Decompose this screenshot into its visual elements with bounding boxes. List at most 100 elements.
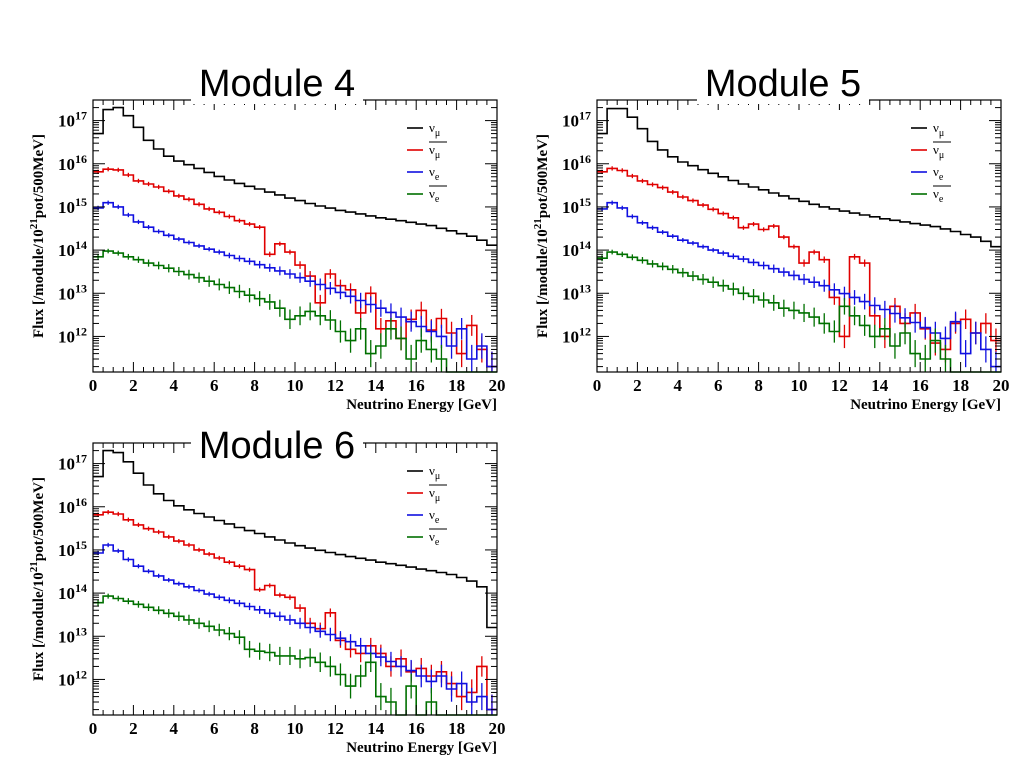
- x-tick-label: 14: [367, 376, 385, 395]
- x-tick-label: 0: [593, 376, 602, 395]
- x-tick-label: 2: [633, 376, 642, 395]
- series-0: [597, 107, 1001, 248]
- legend-label: νe: [429, 529, 440, 548]
- chart-title: Module 5: [705, 63, 861, 105]
- y-tick-label: 1013: [58, 624, 87, 646]
- legend-label: νμ: [933, 120, 944, 139]
- x-tick-label: 2: [129, 719, 138, 738]
- x-tick-label: 16: [408, 376, 425, 395]
- chart-title: Module 6: [199, 425, 355, 467]
- legend-entry: νμ: [407, 463, 440, 482]
- legend-label: νe: [429, 164, 440, 183]
- series-3: [597, 249, 1001, 373]
- x-axis-title: Neutrino Energy [GeV]: [346, 397, 497, 413]
- series-line: [93, 449, 497, 629]
- series-line: [597, 251, 1001, 373]
- title-backing: [697, 60, 869, 104]
- x-tick-label: 2: [129, 376, 138, 395]
- legend-label: νμ: [933, 142, 944, 161]
- y-tick-label: 1017: [58, 452, 87, 474]
- x-tick-label: 20: [993, 376, 1010, 395]
- series-line: [93, 511, 497, 711]
- x-tick-label: 16: [912, 376, 929, 395]
- legend-label: νμ: [429, 142, 440, 161]
- series-line: [93, 595, 497, 716]
- legend-entry: νμ: [407, 120, 440, 139]
- x-tick-label: 20: [489, 376, 506, 395]
- title-backing: [191, 422, 363, 466]
- x-tick-label: 10: [791, 376, 808, 395]
- y-tick-label: 1017: [562, 109, 591, 131]
- series-2: [93, 542, 497, 715]
- x-tick-label: 16: [408, 719, 425, 738]
- x-tick-label: 10: [287, 719, 304, 738]
- legend-entry: νμ: [911, 120, 944, 139]
- y-tick-label: 1015: [562, 195, 591, 217]
- legend-entry: νe: [407, 164, 440, 183]
- y-tick-label: 1014: [58, 581, 87, 603]
- series-line: [93, 201, 497, 368]
- series-0: [93, 106, 497, 246]
- x-tick-label: 14: [871, 376, 889, 395]
- legend-entry: νe: [407, 185, 447, 205]
- legend-entry: νμ: [407, 141, 447, 161]
- y-tick-label: 1016: [562, 152, 591, 174]
- chart-title: Module 4: [199, 63, 355, 105]
- x-tick-label: 4: [170, 376, 179, 395]
- legend-entry: νe: [911, 164, 944, 183]
- x-axis-title: Neutrino Energy [GeV]: [850, 397, 1001, 413]
- x-axis-title: Neutrino Energy [GeV]: [346, 740, 497, 756]
- x-tick-label: 6: [714, 376, 723, 395]
- legend-label: νμ: [429, 463, 440, 482]
- chart-panel-6: 0 2 4 6 8 10 12 14 16 18 2010121013101410151016101…: [28, 422, 506, 756]
- y-tick-label: 1015: [58, 538, 87, 560]
- y-tick-label: 1013: [562, 281, 591, 303]
- series-line: [93, 250, 497, 373]
- x-tick-label: 14: [367, 719, 385, 738]
- y-tick-label: 1013: [58, 281, 87, 303]
- series-line: [93, 106, 497, 246]
- x-tick-label: 12: [327, 719, 344, 738]
- series-3: [93, 593, 497, 716]
- y-tick-label: 1014: [58, 238, 87, 260]
- y-tick-label: 1016: [58, 152, 87, 174]
- x-tick-label: 6: [210, 719, 219, 738]
- legend-label: νe: [933, 164, 944, 183]
- x-tick-label: 10: [287, 376, 304, 395]
- series-line: [597, 107, 1001, 248]
- chart-panel-5: 0 2 4 6 8 10 12 14 16 18 2010121013101410151016101…: [532, 60, 1010, 413]
- y-axis-title: Flux [/module/1021pot/500MeV]: [532, 134, 551, 338]
- y-tick-label: 1012: [58, 667, 87, 689]
- chart-panel-4: 0 2 4 6 8 10 12 14 16 18 2010121013101410151016101…: [28, 60, 506, 413]
- series-line: [597, 201, 1001, 368]
- legend-label: νμ: [429, 120, 440, 139]
- x-tick-label: 20: [489, 719, 506, 738]
- y-tick-label: 1016: [58, 495, 87, 517]
- legend-entry: νe: [407, 528, 447, 548]
- series-0: [93, 449, 497, 629]
- x-tick-label: 8: [250, 376, 259, 395]
- y-tick-label: 1012: [58, 324, 87, 346]
- x-tick-label: 6: [210, 376, 219, 395]
- y-tick-label: 1015: [58, 195, 87, 217]
- x-tick-label: 0: [89, 376, 98, 395]
- x-tick-label: 4: [674, 376, 683, 395]
- legend-label: νe: [429, 186, 440, 205]
- legend-entry: νμ: [407, 484, 447, 504]
- series-3: [93, 248, 497, 373]
- x-tick-label: 12: [831, 376, 848, 395]
- y-tick-label: 1017: [58, 109, 87, 131]
- x-tick-label: 18: [952, 376, 969, 395]
- title-backing: [191, 60, 363, 104]
- legend-label: νμ: [429, 485, 440, 504]
- series-line: [93, 544, 497, 711]
- legend-entry: νe: [407, 507, 440, 526]
- x-tick-label: 8: [250, 719, 259, 738]
- legend-label: νe: [429, 507, 440, 526]
- legend-entry: νμ: [911, 141, 951, 161]
- x-tick-label: 18: [448, 376, 465, 395]
- x-tick-label: 12: [327, 376, 344, 395]
- y-axis-title: Flux [/module/1021pot/500MeV]: [28, 477, 47, 681]
- x-tick-label: 8: [754, 376, 763, 395]
